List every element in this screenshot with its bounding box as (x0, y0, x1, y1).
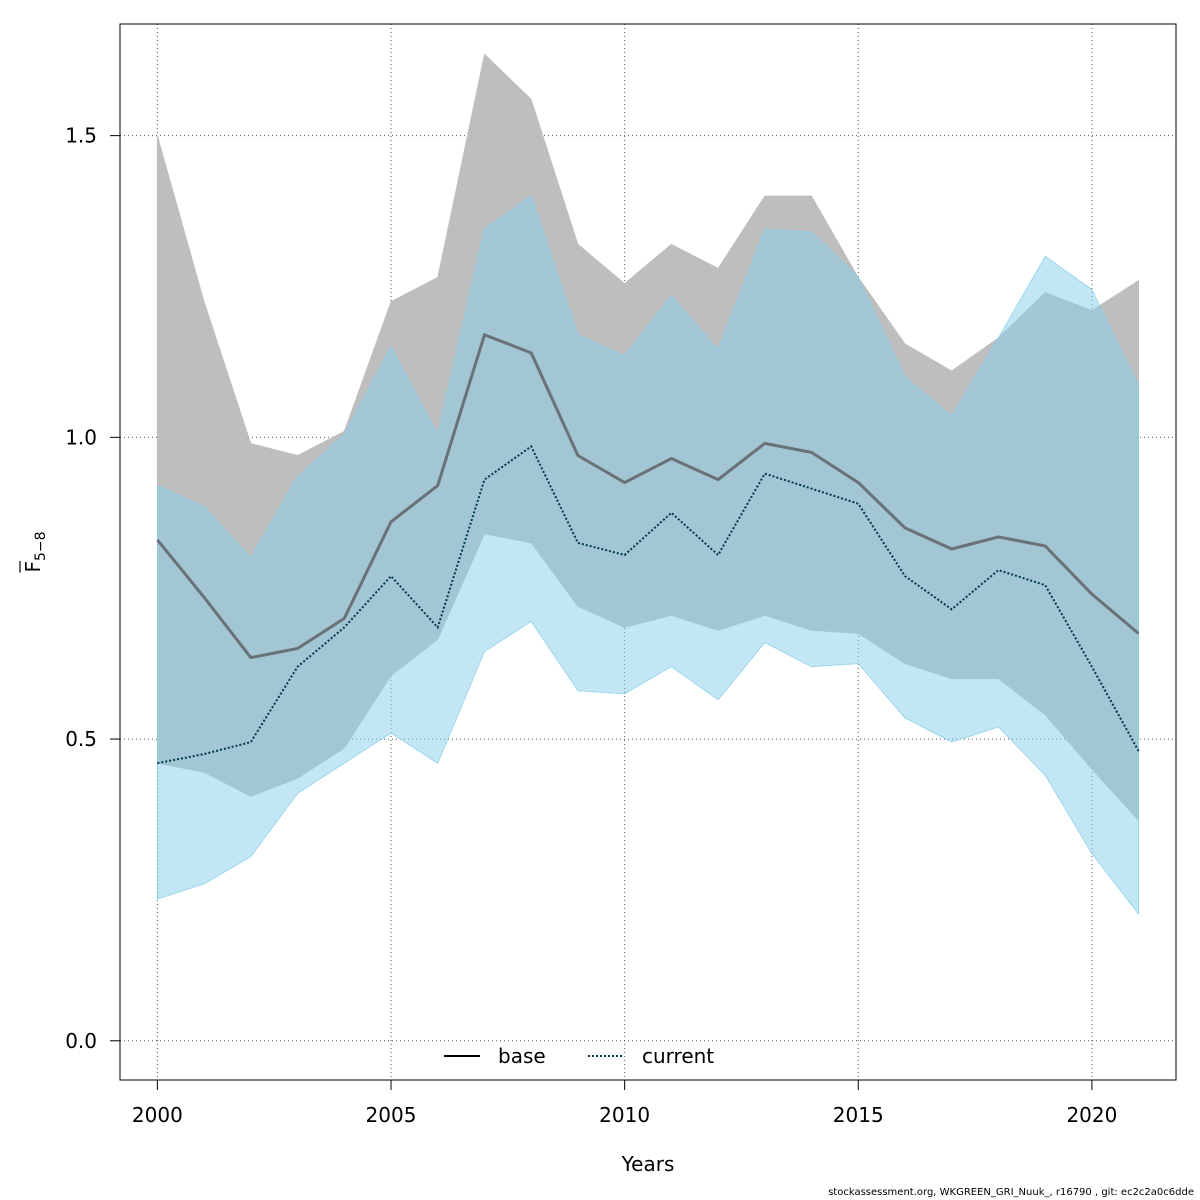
band-current (157, 195, 1139, 916)
footer-credit: stockassessment.org, WKGREEN_GRI_Nuuk_, … (828, 1187, 1194, 1198)
x-tick-label: 2000 (132, 1103, 183, 1127)
x-axis: 2000 2005 2010 2015 2020 (132, 1080, 1117, 1127)
y-tick-label: 0.5 (65, 727, 97, 751)
x-tick-label: 2005 (366, 1103, 417, 1127)
confidence-bands (157, 53, 1139, 916)
y-axis-label: F5−8 (21, 531, 49, 572)
x-tick-label: 2010 (599, 1103, 650, 1127)
x-axis-label: Years (621, 1152, 675, 1176)
legend: base current (444, 1044, 714, 1068)
y-tick-label: 1.0 (65, 425, 97, 449)
y-axis: 0.0 0.5 1.0 1.5 (65, 124, 120, 1053)
line-current (157, 444, 1140, 765)
x-tick-label: 2020 (1066, 1103, 1117, 1127)
y-axis-label-main: F (21, 561, 45, 573)
line-base (156, 332, 1140, 660)
series-lines (156, 332, 1140, 765)
legend-label-current: current (642, 1044, 714, 1068)
y-tick-label: 0.0 (65, 1029, 97, 1053)
legend-label-base: base (498, 1044, 546, 1068)
y-tick-label: 1.5 (65, 124, 97, 148)
x-tick-label: 2015 (833, 1103, 884, 1127)
plot-frame (119, 23, 1177, 1081)
y-axis-label-subscript: 5−8 (33, 531, 49, 561)
